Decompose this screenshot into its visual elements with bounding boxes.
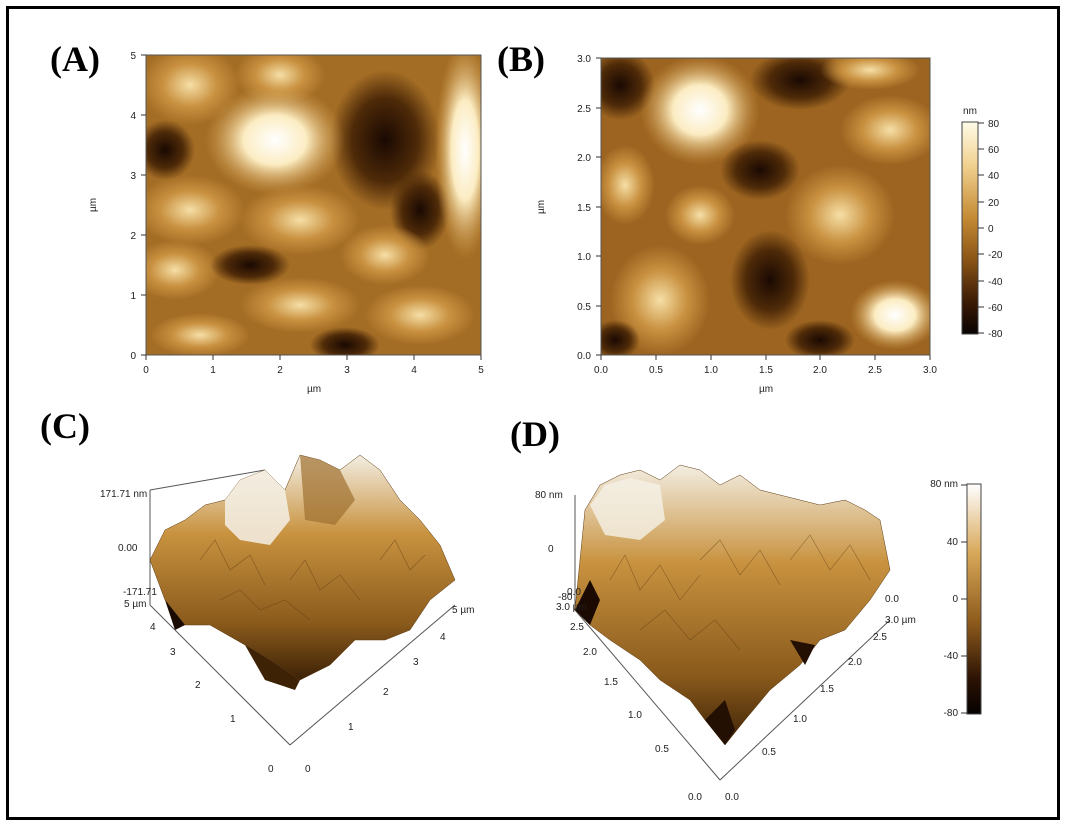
colorbar-d: 80 nm 40 0 -40 -80 [930, 479, 982, 719]
c-xtick-2: 2 [383, 687, 389, 698]
colorbar-d-tick-0: 80 nm [930, 479, 958, 490]
colorbar-b-tick-2: 40 [988, 171, 1000, 182]
colorbar-b-unit: nm [963, 106, 977, 117]
axes-d: 80 nm 0 -80 0.0 0.0 0.0 0.5 1.0 1.5 2.0 … [535, 490, 916, 803]
colorbar-b-tick-0: 80 [988, 119, 1000, 130]
d-xtick-2: 1.0 [793, 714, 807, 725]
a-xtick-1: 1 [210, 365, 216, 376]
axes-a: 0 1 2 3 4 5 0 1 2 3 4 5 µm µm [88, 51, 484, 395]
b-ytick-1: 0.5 [577, 302, 591, 313]
a-ylabel: µm [88, 198, 99, 212]
d-ytick-6: 3.0 µm [556, 602, 587, 613]
colorbar-d-tick-3: -40 [944, 651, 959, 662]
b-xtick-0: 0.0 [594, 365, 608, 376]
d-xtick-6: 3.0 µm [885, 615, 916, 626]
c-ytick-1: 1 [230, 714, 236, 725]
a-xtick-2: 2 [277, 365, 283, 376]
c-ytick-4: 4 [150, 622, 156, 633]
d-xtick-0: 0.0 [725, 792, 739, 803]
d-ytick-5: 2.5 [570, 622, 584, 633]
colorbar-d-tick-1: 40 [947, 537, 959, 548]
d-xtick-1: 0.5 [762, 747, 776, 758]
d-ztick-1: 0 [548, 544, 554, 555]
d-ztick-2: -80 [558, 592, 573, 603]
colorbar-b-tick-1: 60 [988, 145, 1000, 156]
colorbar-b: nm 80 60 40 20 0 -20 -40 -60 -80 [961, 106, 1003, 340]
a-xtick-3: 3 [344, 365, 350, 376]
d-ytick-4: 2.0 [583, 647, 597, 658]
colorbar-d-tick-4: -80 [944, 708, 959, 719]
b-ylabel: µm [536, 200, 547, 214]
a-xtick-4: 4 [411, 365, 417, 376]
colorbar-d-tick-2: 0 [952, 594, 958, 605]
b-ytick-2: 1.0 [577, 252, 591, 263]
axes-b: 0.0 0.5 1.0 1.5 2.0 2.5 3.0 0.0 0.5 1.0 … [536, 54, 937, 395]
afm-image-b [601, 58, 930, 355]
panel-label-a: (A) [50, 39, 100, 79]
d-corner-tick-1: 0.0 [885, 594, 899, 605]
colorbar-b-scale [961, 121, 979, 335]
c-ytick-0: 0 [268, 764, 274, 775]
d-ztick-0: 80 nm [535, 490, 563, 501]
c-ztick-0: 171.71 nm [100, 489, 147, 500]
colorbar-b-tick-3: 20 [988, 198, 1000, 209]
b-ytick-3: 1.5 [577, 203, 591, 214]
d-corner-tick-0: 0.0 [567, 587, 581, 598]
panel-label-b: (B) [497, 39, 545, 79]
colorbar-b-tick-7: -60 [988, 303, 1003, 314]
a-ytick-0: 0 [130, 351, 136, 362]
b-xtick-3: 1.5 [759, 365, 773, 376]
b-xtick-4: 2.0 [813, 365, 827, 376]
panel-label-c: (C) [40, 406, 90, 446]
c-ytick-3: 3 [170, 647, 176, 658]
b-xtick-1: 0.5 [649, 365, 663, 376]
afm-3d-surface-d [574, 464, 891, 781]
a-ytick-1: 1 [130, 291, 136, 302]
panel-label-d: (D) [510, 414, 560, 454]
b-xlabel: µm [759, 384, 773, 395]
colorbar-b-tick-4: 0 [988, 224, 994, 235]
c-ztick-2: -171.71 [123, 587, 157, 598]
c-xtick-5: 5 µm [452, 605, 474, 616]
c-xtick-3: 3 [413, 657, 419, 668]
b-xtick-5: 2.5 [868, 365, 882, 376]
colorbar-d-scale [966, 483, 982, 715]
d-xtick-5: 2.5 [873, 632, 887, 643]
colorbar-b-tick-6: -40 [988, 277, 1003, 288]
a-xtick-0: 0 [143, 365, 149, 376]
b-ytick-4: 2.0 [577, 153, 591, 164]
a-ytick-4: 4 [130, 111, 136, 122]
afm-image-a [146, 55, 481, 355]
c-xtick-0: 0 [305, 764, 311, 775]
c-xtick-4: 4 [440, 632, 446, 643]
a-ytick-3: 3 [130, 171, 136, 182]
d-xtick-4: 2.0 [848, 657, 862, 668]
d-ytick-1: 0.5 [655, 744, 669, 755]
d-ytick-0: 0.0 [688, 792, 702, 803]
c-ztick-1: 0.00 [118, 543, 138, 554]
figure-frame [6, 6, 1060, 820]
b-xtick-6: 3.0 [923, 365, 937, 376]
afm-3d-surface-c [149, 454, 456, 746]
d-xtick-3: 1.5 [820, 684, 834, 695]
b-ytick-0: 0.0 [577, 351, 591, 362]
c-ytick-2: 2 [195, 680, 201, 691]
c-ytick-5: 5 µm [124, 599, 146, 610]
a-ytick-2: 2 [130, 231, 136, 242]
b-ytick-6: 3.0 [577, 54, 591, 65]
b-ytick-5: 2.5 [577, 104, 591, 115]
a-ytick-5: 5 [130, 51, 136, 62]
a-xtick-5: 5 [478, 365, 484, 376]
axes-c: 171.71 nm 0.00 -171.71 0 1 2 3 4 5 µm 0 … [100, 489, 474, 775]
d-ytick-3: 1.5 [604, 677, 618, 688]
colorbar-b-tick-8: -80 [988, 329, 1003, 340]
d-ytick-2: 1.0 [628, 710, 642, 721]
c-xtick-1: 1 [348, 722, 354, 733]
colorbar-b-tick-5: -20 [988, 250, 1003, 261]
b-xtick-2: 1.0 [704, 365, 718, 376]
a-xlabel: µm [307, 384, 321, 395]
